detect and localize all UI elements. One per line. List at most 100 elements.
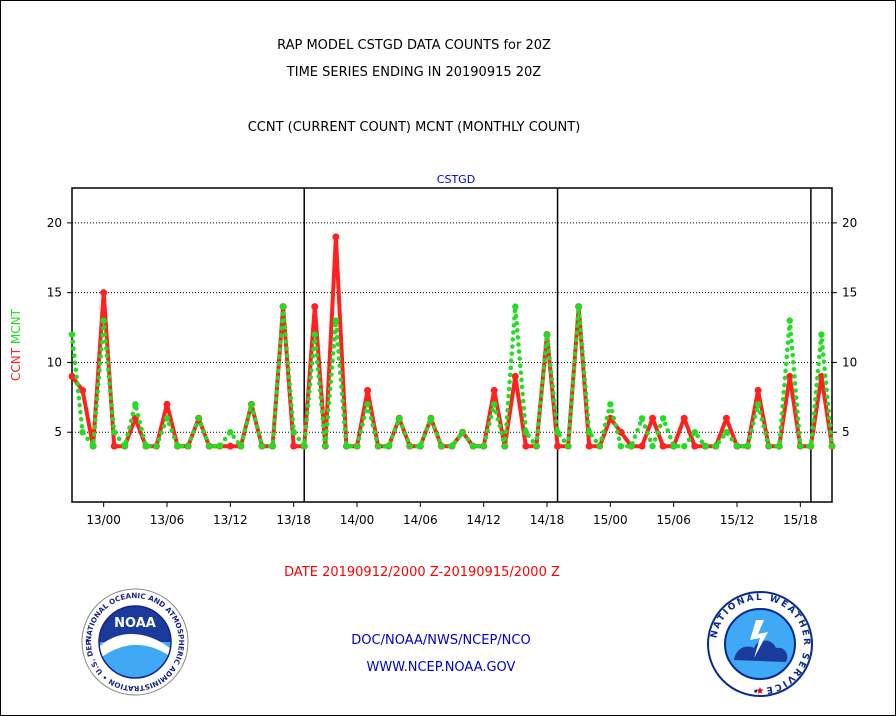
data-point-mcnt — [617, 442, 625, 450]
x-tick-label: 14/06 — [403, 513, 438, 527]
data-point-mcnt — [417, 442, 424, 450]
nws-logo: NATIONAL WEATHER SERVICE • ★ — [707, 591, 813, 697]
data-point-mcnt — [248, 401, 255, 408]
data-point-mcnt — [322, 442, 329, 450]
data-point-ccnt — [722, 414, 730, 422]
data-point-mcnt — [543, 331, 551, 338]
svg-text:★: ★ — [756, 686, 765, 697]
data-point-mcnt — [195, 415, 202, 422]
data-point-mcnt — [237, 442, 245, 450]
credit-label: DOC/NOAA/NWS/NCEP/NCO — [351, 633, 531, 648]
data-point-mcnt — [512, 303, 519, 310]
data-point-mcnt — [364, 401, 371, 408]
data-point-mcnt — [786, 317, 793, 324]
data-point-ccnt — [691, 442, 699, 450]
x-tick-label: 13/12 — [213, 513, 248, 527]
data-point-mcnt — [174, 442, 181, 450]
data-point-mcnt — [374, 442, 382, 450]
y-axis-label-ccnt: CCNT — [9, 347, 23, 381]
series-line-mcnt — [69, 304, 835, 449]
data-point-mcnt — [659, 415, 667, 422]
data-point-ccnt — [617, 428, 625, 436]
data-point-mcnt — [586, 429, 593, 436]
x-tick-label: 14/00 — [340, 513, 375, 527]
y-tick-label-left: 20 — [47, 216, 62, 230]
data-point-ccnt — [110, 442, 118, 450]
data-point-ccnt — [659, 442, 667, 450]
data-point-mcnt — [100, 317, 107, 324]
website-link[interactable]: WWW.NCEP.NOAA.GOV — [366, 660, 516, 675]
data-point-mcnt — [628, 442, 635, 450]
data-point-mcnt — [828, 442, 836, 450]
data-point-ccnt — [490, 386, 498, 394]
data-point-mcnt — [744, 442, 751, 450]
data-point-mcnt — [353, 442, 361, 450]
data-point-mcnt — [575, 303, 582, 310]
x-tick-label: 13/06 — [150, 513, 185, 527]
data-point-mcnt — [533, 442, 540, 450]
data-point-mcnt — [596, 442, 603, 450]
data-point-ccnt — [364, 386, 372, 394]
data-point-mcnt — [469, 442, 477, 450]
y-tick-label-right: 20 — [842, 216, 857, 230]
data-point-mcnt — [818, 331, 825, 338]
noaa-logo: NATIONAL OCEANIC AND ATMOSPHERIC ADMINIS… — [80, 587, 189, 696]
data-point-ccnt — [511, 372, 519, 380]
chart-subtitle: CCNT (CURRENT COUNT) MCNT (MONTHLY COUNT… — [247, 120, 581, 135]
data-point-mcnt — [723, 429, 730, 436]
data-point-mcnt — [343, 442, 350, 450]
data-point-mcnt — [142, 442, 150, 450]
data-point-mcnt — [702, 442, 709, 450]
data-point-ccnt — [585, 442, 593, 450]
data-point-mcnt — [459, 429, 466, 436]
data-point-mcnt — [807, 442, 815, 450]
data-point-ccnt — [332, 233, 340, 241]
data-point-mcnt — [691, 429, 698, 436]
svg-text:NOAA: NOAA — [114, 616, 156, 631]
data-point-ccnt — [522, 442, 530, 450]
x-tick-label: 15/18 — [783, 513, 818, 527]
data-point-mcnt — [227, 429, 234, 436]
data-point-mcnt — [269, 442, 276, 450]
data-point-ccnt — [754, 386, 762, 394]
data-point-mcnt — [681, 442, 688, 450]
data-point-mcnt — [206, 442, 213, 450]
data-point-mcnt — [754, 401, 762, 408]
data-point-ccnt — [606, 414, 614, 422]
data-point-mcnt — [68, 331, 76, 338]
y-axis-label-mcnt: MCNT — [9, 308, 23, 348]
data-point-mcnt — [216, 442, 223, 450]
x-tick-label: 14/18 — [530, 513, 565, 527]
data-point-ccnt — [100, 289, 108, 297]
y-tick-label-right: 15 — [842, 286, 857, 300]
data-point-ccnt — [163, 400, 171, 408]
x-tick-label: 13/00 — [86, 513, 121, 527]
data-point-mcnt — [501, 442, 508, 450]
data-point-mcnt — [480, 442, 487, 450]
y-axis-label: CCNT MCNT — [9, 308, 23, 381]
data-point-mcnt — [396, 415, 403, 422]
y-tick-label-right: 5 — [842, 425, 850, 439]
data-point-mcnt — [491, 401, 498, 408]
y-tick-label-left: 10 — [47, 355, 62, 369]
data-point-mcnt — [332, 317, 340, 324]
data-point-mcnt — [163, 415, 171, 422]
data-point-ccnt — [311, 303, 319, 311]
x-tick-label: 15/00 — [593, 513, 628, 527]
data-point-mcnt — [153, 442, 160, 450]
x-tick-label: 15/12 — [720, 513, 755, 527]
data-point-mcnt — [385, 442, 392, 450]
data-point-ccnt — [554, 442, 562, 450]
data-point-mcnt — [301, 442, 308, 450]
data-point-mcnt — [121, 442, 128, 450]
data-point-mcnt — [733, 442, 741, 450]
data-point-mcnt — [448, 442, 456, 450]
data-point-ccnt — [68, 372, 76, 380]
y-tick-label-right: 10 — [842, 355, 857, 369]
data-point-mcnt — [554, 429, 561, 436]
series-line-ccnt — [70, 234, 834, 449]
data-point-ccnt — [680, 414, 688, 422]
y-tick-label-left: 15 — [47, 286, 62, 300]
plot-area-border — [71, 187, 833, 503]
